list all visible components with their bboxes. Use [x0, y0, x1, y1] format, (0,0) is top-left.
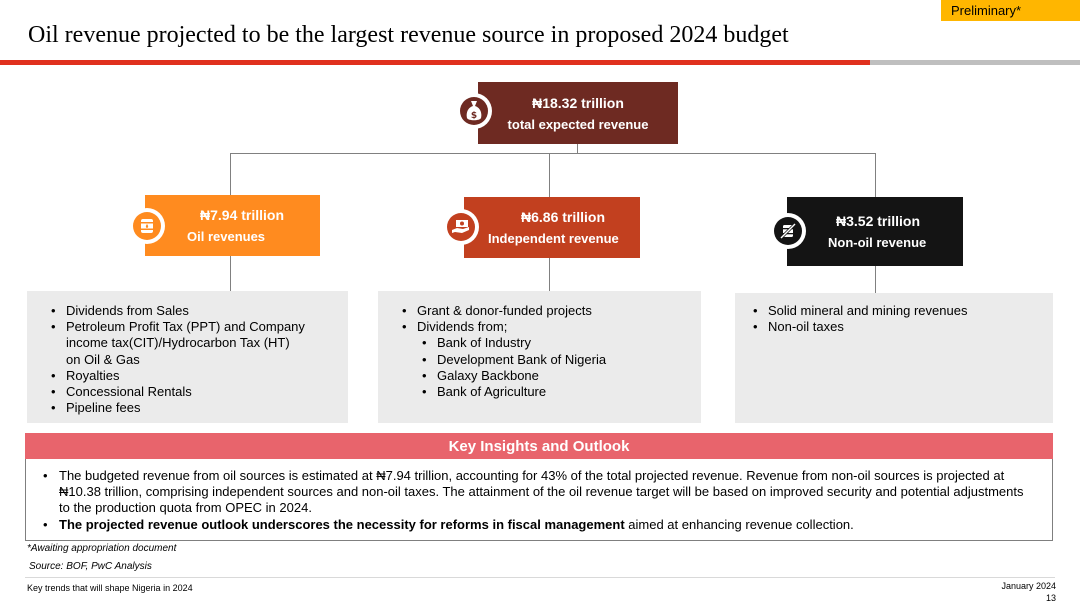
connector-non-oil-down [875, 153, 876, 197]
connector-independent-panel [549, 258, 550, 291]
list-item: Grant & donor-funded projects [402, 303, 693, 319]
insights-heading: Key Insights and Outlook [25, 433, 1053, 459]
sub-list-item: Development Bank of Nigeria [402, 352, 693, 368]
oil-barrel-icon [129, 208, 165, 244]
list-item: Royalties [51, 368, 340, 384]
list-item: Dividends from; [402, 319, 693, 335]
sub-list-item: Galaxy Backbone [402, 368, 693, 384]
footer-title: Key trends that will shape Nigeria in 20… [27, 583, 193, 593]
no-oil-icon [770, 213, 806, 249]
cash-hand-icon [443, 209, 479, 245]
footer-date: January 2024 [1001, 581, 1056, 591]
list-item: Solid mineral and mining revenues [753, 303, 1045, 319]
oil-revenue-box: ₦7.94 trillion Oil revenues [145, 195, 320, 256]
insight-rest: aimed at enhancing revenue collection. [624, 516, 854, 532]
independent-amount: ₦6.86 trillion [521, 209, 606, 225]
non-oil-revenue-box: ₦3.52 trillion Non-oil revenue [787, 197, 963, 266]
list-item: Concessional Rentals [51, 384, 340, 400]
total-amount: ₦18.32 trillion [532, 94, 624, 111]
svg-text:$: $ [471, 111, 477, 121]
oil-label: Oil revenues [187, 229, 266, 244]
connector-non-oil-panel [875, 266, 876, 293]
independent-label: Independent revenue [488, 231, 619, 246]
insights-body: The budgeted revenue from oil sources is… [25, 459, 1053, 541]
insight-point: The budgeted revenue from oil sources is… [41, 468, 1032, 517]
title-underline [0, 60, 870, 65]
list-item-continuation: income tax(CIT)/Hydrocarbon Tax (HT) [66, 335, 290, 351]
connector-oil-down [230, 153, 231, 195]
connector-horizontal [230, 153, 876, 154]
source-note: Source: BOF, PwC Analysis [29, 561, 152, 572]
preliminary-badge: Preliminary* [941, 0, 1080, 21]
non-oil-revenue-details: Solid mineral and mining revenues Non-oi… [735, 293, 1053, 423]
oil-revenue-details: Dividends from Sales Petroleum Profit Ta… [27, 291, 348, 423]
non-oil-amount: ₦3.52 trillion [836, 213, 921, 229]
insight-point: The projected revenue outlook underscore… [41, 517, 1032, 533]
list-item: Pipeline fees [51, 400, 340, 416]
connector-total-down [577, 144, 578, 153]
independent-revenue-box: ₦6.86 trillion Independent revenue [464, 197, 640, 258]
page-title: Oil revenue projected to be the largest … [28, 22, 789, 48]
list-item: Non-oil taxes [753, 319, 1045, 335]
list-item-continuation: on Oil & Gas [66, 351, 140, 367]
total-label: total expected revenue [507, 116, 649, 132]
connector-independent-down [549, 153, 550, 197]
footer-divider [25, 577, 1055, 578]
title-underline-grey [870, 60, 1080, 65]
page-number: 13 [1045, 593, 1056, 603]
non-oil-label: Non-oil revenue [828, 235, 927, 250]
list-item: Petroleum Profit Tax (PPT) and Company [51, 319, 340, 335]
independent-revenue-details: Grant & donor-funded projects Dividends … [378, 291, 701, 423]
connector-oil-panel [230, 256, 231, 291]
insight-emphasis: The projected revenue outlook underscore… [59, 516, 625, 532]
footnote: *Awaiting appropriation document [27, 543, 177, 554]
oil-amount: ₦7.94 trillion [200, 207, 285, 223]
list-item: Dividends from Sales [51, 303, 340, 319]
sub-list-item: Bank of Agriculture [402, 384, 693, 400]
money-bag-icon: $ [456, 93, 492, 129]
sub-list-item: Bank of Industry [402, 335, 693, 351]
total-revenue-box: ₦18.32 trillion total expected revenue [478, 82, 678, 144]
